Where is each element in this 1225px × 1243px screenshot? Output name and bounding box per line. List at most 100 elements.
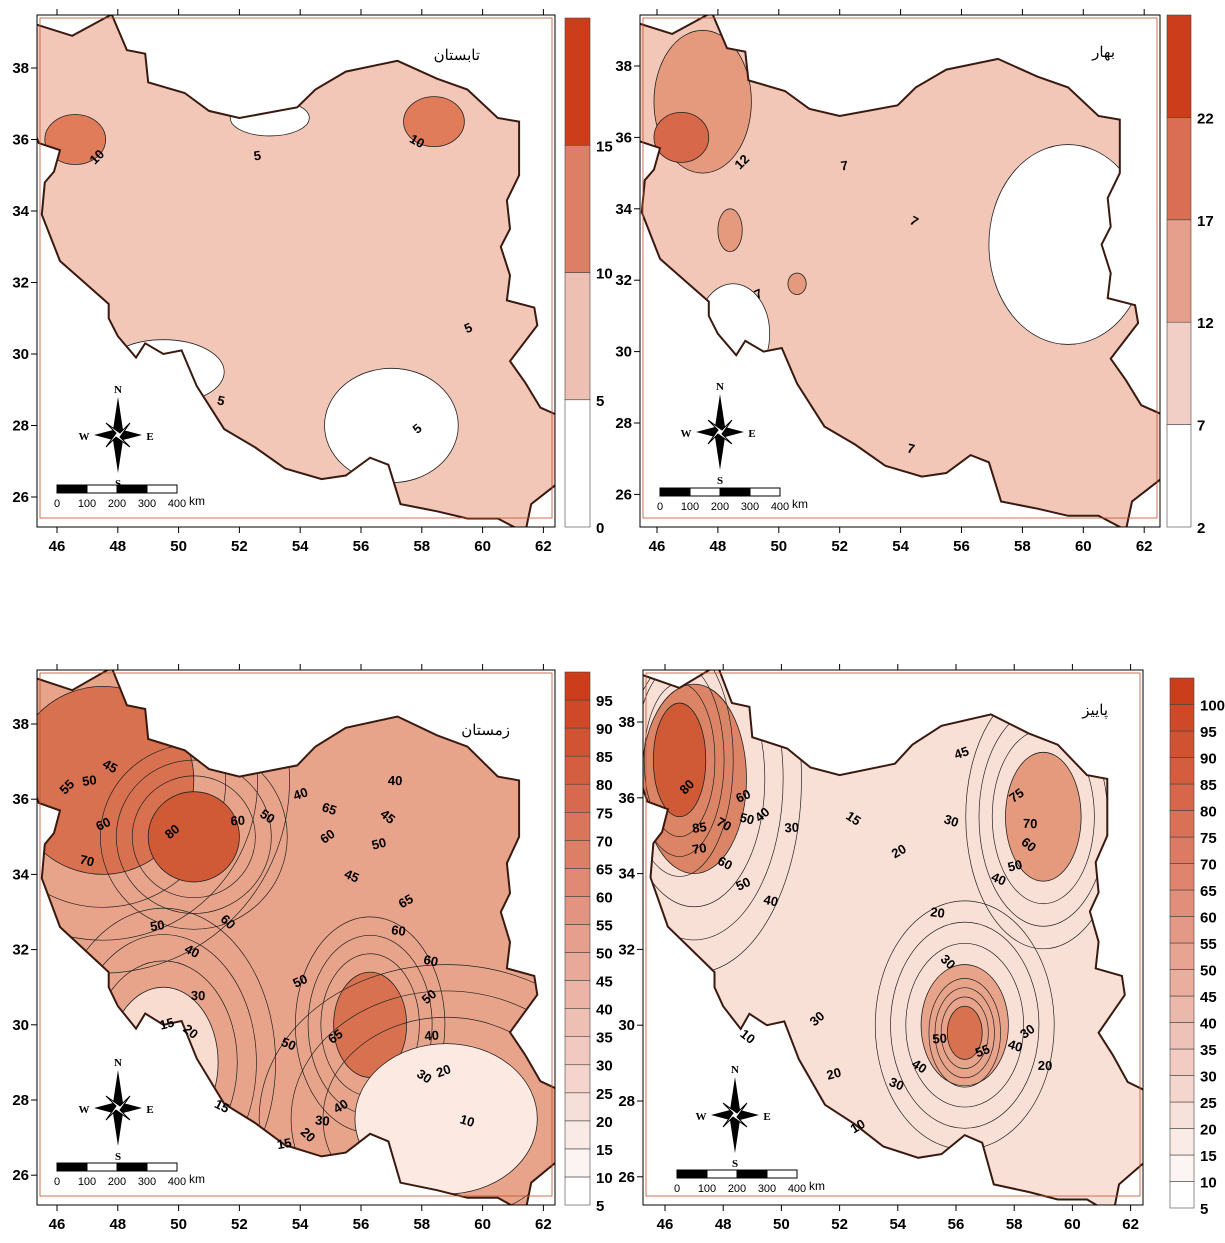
colorbar-segment — [1169, 1048, 1195, 1076]
compass-letter: W — [79, 1104, 90, 1116]
country-fill — [37, 15, 555, 527]
colorbar-label: 50 — [596, 946, 613, 963]
y-tick-label: 36 — [618, 790, 635, 807]
colorbar-label: 35 — [1200, 1042, 1217, 1059]
contour-label: 30 — [191, 988, 206, 1003]
colorbar-segment — [1169, 836, 1195, 864]
colorbar-segment — [564, 755, 591, 785]
colorbar-label: 95 — [1200, 724, 1217, 741]
contour-line — [290, 990, 555, 1205]
scale-label: 100 — [698, 1183, 716, 1195]
contour-label: 60 — [715, 853, 735, 873]
land — [37, 15, 555, 527]
colorbar-segment — [1169, 1154, 1195, 1182]
colorbar-label: 0 — [596, 520, 604, 537]
contour-label: 50 — [257, 806, 277, 827]
y-tick-label: 28 — [615, 415, 632, 432]
contour-label: 10 — [458, 1111, 476, 1130]
x-tick-label: 60 — [474, 1216, 491, 1233]
colorbar-label: 5 — [1200, 1201, 1208, 1218]
frame — [642, 669, 1144, 1206]
scale-bar — [736, 1169, 768, 1179]
y-tick-label: 36 — [615, 129, 632, 146]
colorbar-label: 17 — [1197, 213, 1214, 230]
contour-label: 40 — [331, 1096, 351, 1116]
contour-label: 15 — [843, 808, 863, 829]
colorbar-label: 30 — [596, 1058, 613, 1075]
land — [640, 15, 1160, 527]
contour-label: 50 — [932, 1031, 947, 1047]
scale-label: 300 — [138, 498, 156, 510]
contour-line — [643, 670, 766, 908]
contour-line — [131, 775, 256, 899]
scale-label: 200 — [108, 1176, 126, 1188]
colorbar-segment — [564, 17, 591, 146]
compass-letter: W — [696, 1111, 707, 1123]
colorbar-label: 40 — [1200, 1016, 1217, 1033]
x-tick-label: 50 — [170, 1216, 187, 1233]
y-tick-label: 26 — [618, 1169, 635, 1186]
contour-label: 5 — [253, 148, 262, 164]
zone — [946, 1005, 983, 1060]
colorbar-label: 25 — [596, 1086, 613, 1103]
colorbar-label: 40 — [596, 1002, 613, 1019]
colorbar-segment — [564, 399, 591, 528]
colorbar-segment — [564, 727, 591, 757]
y-tick-label: 38 — [12, 716, 29, 733]
scale-bar — [706, 1169, 738, 1179]
contour-label: 20 — [1038, 1058, 1053, 1073]
contour-label: 45 — [342, 866, 361, 885]
x-tick-label: 48 — [109, 538, 126, 555]
x-tick-label: 50 — [773, 1216, 790, 1233]
colorbar-label: 5 — [596, 1198, 604, 1215]
y-tick-label: 36 — [12, 791, 29, 808]
contour-label: 65 — [325, 1026, 346, 1047]
colorbar-segment — [1166, 219, 1192, 323]
contour-label: 40 — [291, 784, 310, 803]
y-tick-label: 34 — [615, 201, 632, 218]
scale-label: 300 — [758, 1183, 776, 1195]
scale-bar — [766, 1169, 798, 1179]
x-tick-label: 50 — [170, 538, 187, 555]
colorbar-segment — [1169, 1181, 1195, 1209]
compass-letter: E — [763, 1111, 770, 1123]
colorbar-segment — [564, 1064, 591, 1094]
colorbar-segment — [1169, 969, 1195, 997]
contour-line — [258, 964, 555, 1205]
compass-letter: N — [114, 1057, 122, 1069]
zone — [717, 208, 743, 253]
contour-label: 70 — [1023, 816, 1038, 831]
scale-unit: km — [792, 497, 808, 511]
country-border — [37, 15, 555, 527]
contour-label: 20 — [889, 841, 909, 861]
compass-letter: S — [732, 1158, 738, 1170]
x-tick-label: 46 — [49, 538, 66, 555]
colorbar-label: 35 — [596, 1030, 613, 1047]
frame — [36, 14, 556, 528]
colorbar-segment — [1169, 1022, 1195, 1050]
colorbar-label: 20 — [596, 1114, 613, 1131]
country-border — [643, 670, 1143, 1205]
contour-label: 15 — [212, 1096, 232, 1116]
x-tick-label: 56 — [953, 538, 970, 555]
panel-title: بهار — [1091, 43, 1115, 61]
country-fill — [640, 15, 1160, 527]
colorbar-label: 55 — [596, 917, 613, 934]
contour-label: 30 — [887, 1074, 906, 1093]
contour-label: 50 — [81, 772, 97, 789]
panel-title: پاییز — [1081, 701, 1108, 719]
contour-line — [905, 942, 1025, 1108]
contour-label: 40 — [762, 892, 779, 910]
colorbar-label: 80 — [1200, 804, 1217, 821]
contour-label: 60 — [94, 814, 113, 834]
compass — [707, 419, 733, 445]
contour-label: 7 — [840, 158, 849, 174]
contour-label: 10 — [407, 131, 427, 151]
scale-label: 400 — [168, 498, 186, 510]
colorbar-segment — [1169, 704, 1195, 732]
colorbar-label: 85 — [596, 749, 613, 766]
scale-label: 400 — [168, 1176, 186, 1188]
colorbar-label: 15 — [1200, 1148, 1217, 1165]
compass-letter: S — [717, 475, 723, 487]
country-border — [640, 15, 1160, 527]
